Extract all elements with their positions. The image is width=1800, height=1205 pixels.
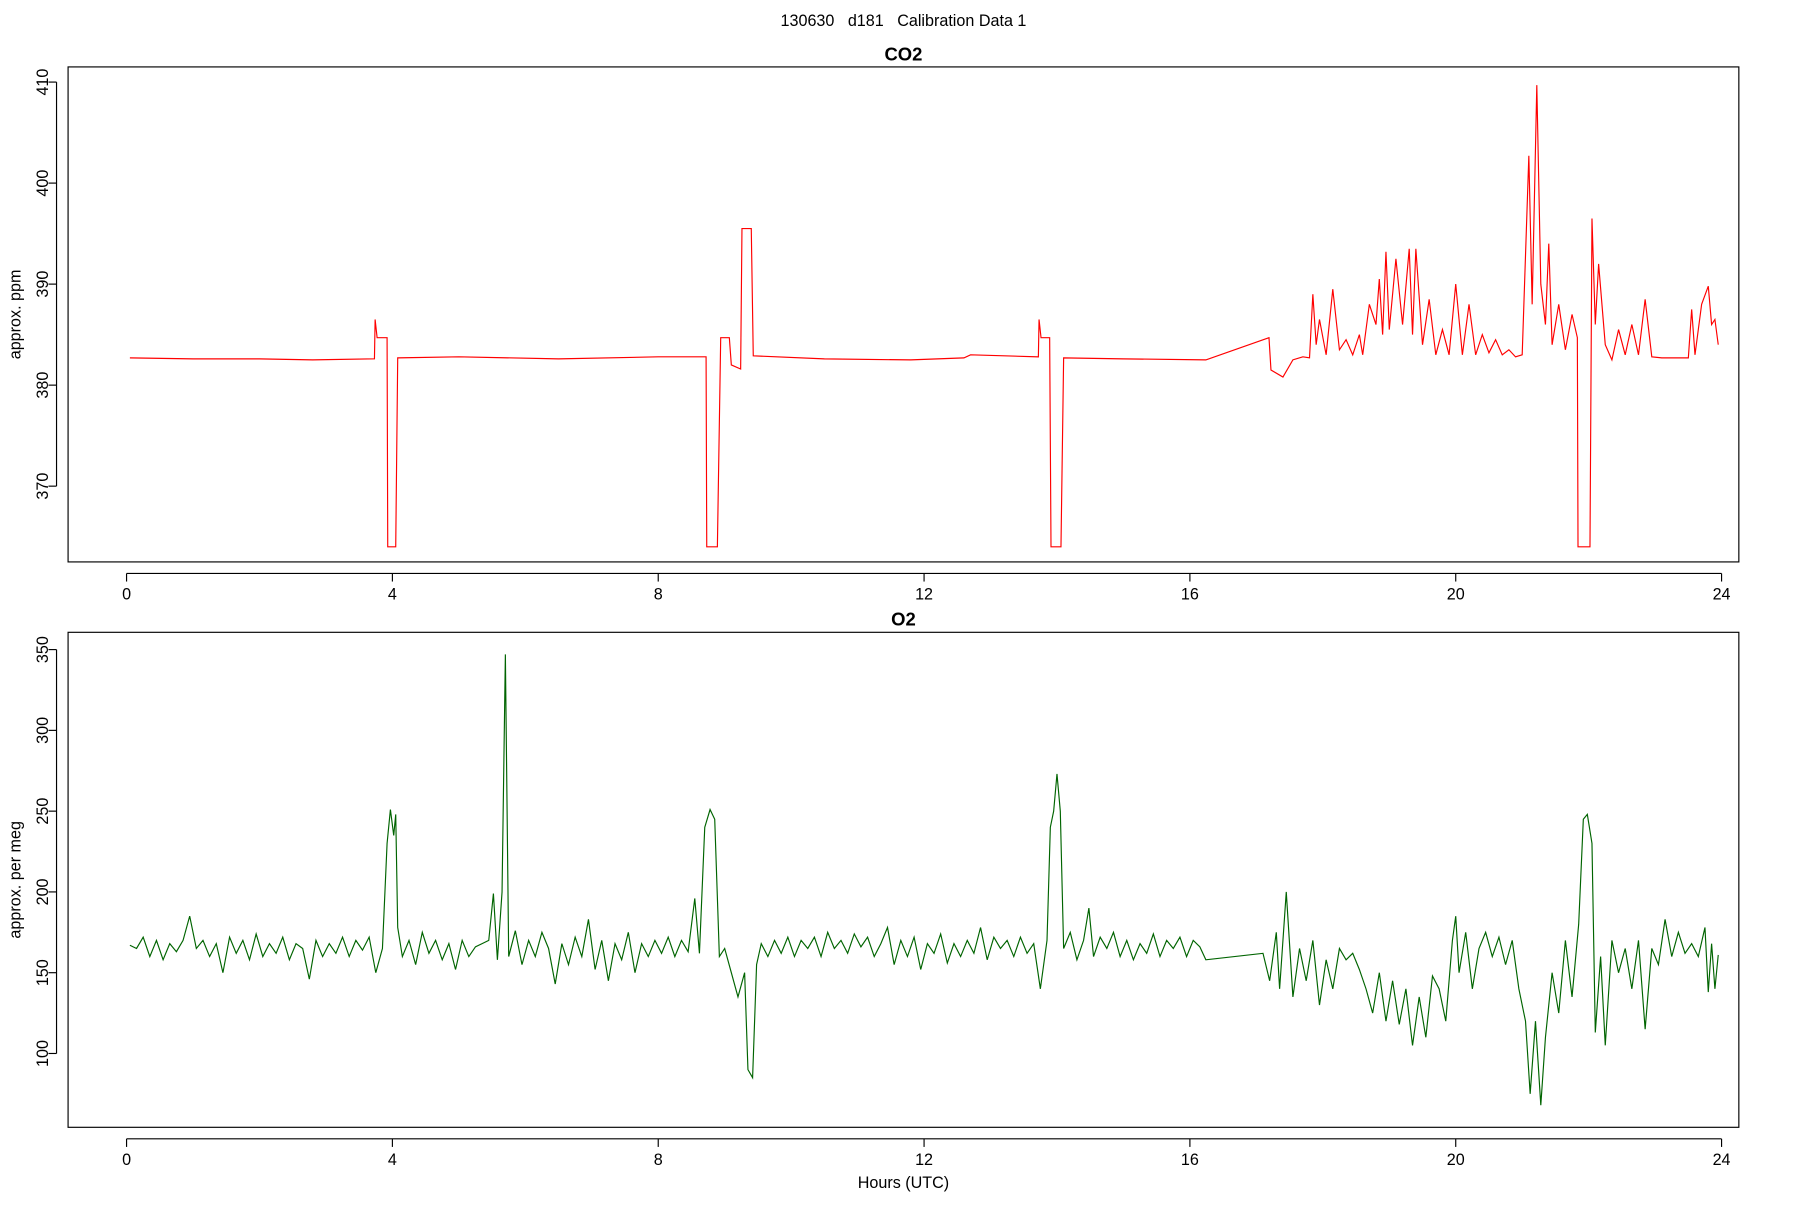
y-tick-label: 150: [34, 959, 52, 986]
x-tick-label: 16: [1181, 1151, 1199, 1169]
plot-box: [67, 631, 1740, 1128]
y-tick-label: 200: [34, 878, 52, 905]
x-tick-label: 4: [388, 586, 397, 604]
x-tick-label: 8: [654, 586, 663, 604]
y-tick-label: 300: [34, 717, 52, 744]
chart-title: O2: [891, 609, 916, 630]
x-tick-label: 16: [1181, 586, 1199, 604]
x-tick-label: 0: [122, 586, 131, 604]
x-tick-label: 4: [388, 1151, 397, 1169]
chart-title: CO2: [884, 43, 922, 64]
y-axis-label: approx. ppm: [6, 270, 24, 360]
x-tick-label: 24: [1713, 586, 1731, 604]
data-line: [129, 654, 1719, 1106]
y-tick-label: 380: [34, 372, 52, 399]
y-tick-label: 250: [34, 798, 52, 825]
x-tick-label: 20: [1447, 586, 1465, 604]
x-tick-label: 8: [654, 1151, 663, 1169]
x-tick-label: 0: [122, 1151, 131, 1169]
y-tick-label: 370: [34, 473, 52, 500]
y-tick-label: 100: [34, 1040, 52, 1067]
x-tick-label: 12: [915, 586, 933, 604]
x-tick-label: 24: [1713, 1151, 1731, 1169]
x-tick-label: 20: [1447, 1151, 1465, 1169]
data-line: [129, 85, 1719, 548]
x-axis-label: Hours (UTC): [858, 1174, 949, 1192]
y-tick-label: 350: [34, 636, 52, 663]
figure-title: 130630 d181 Calibration Data 1: [781, 12, 1027, 30]
y-tick-label: 400: [34, 170, 52, 197]
plot-box: [67, 66, 1740, 563]
x-tick-label: 12: [915, 1151, 933, 1169]
y-tick-label: 410: [34, 69, 52, 96]
y-axis-label: approx. per meg: [6, 821, 24, 939]
y-tick-label: 390: [34, 271, 52, 298]
